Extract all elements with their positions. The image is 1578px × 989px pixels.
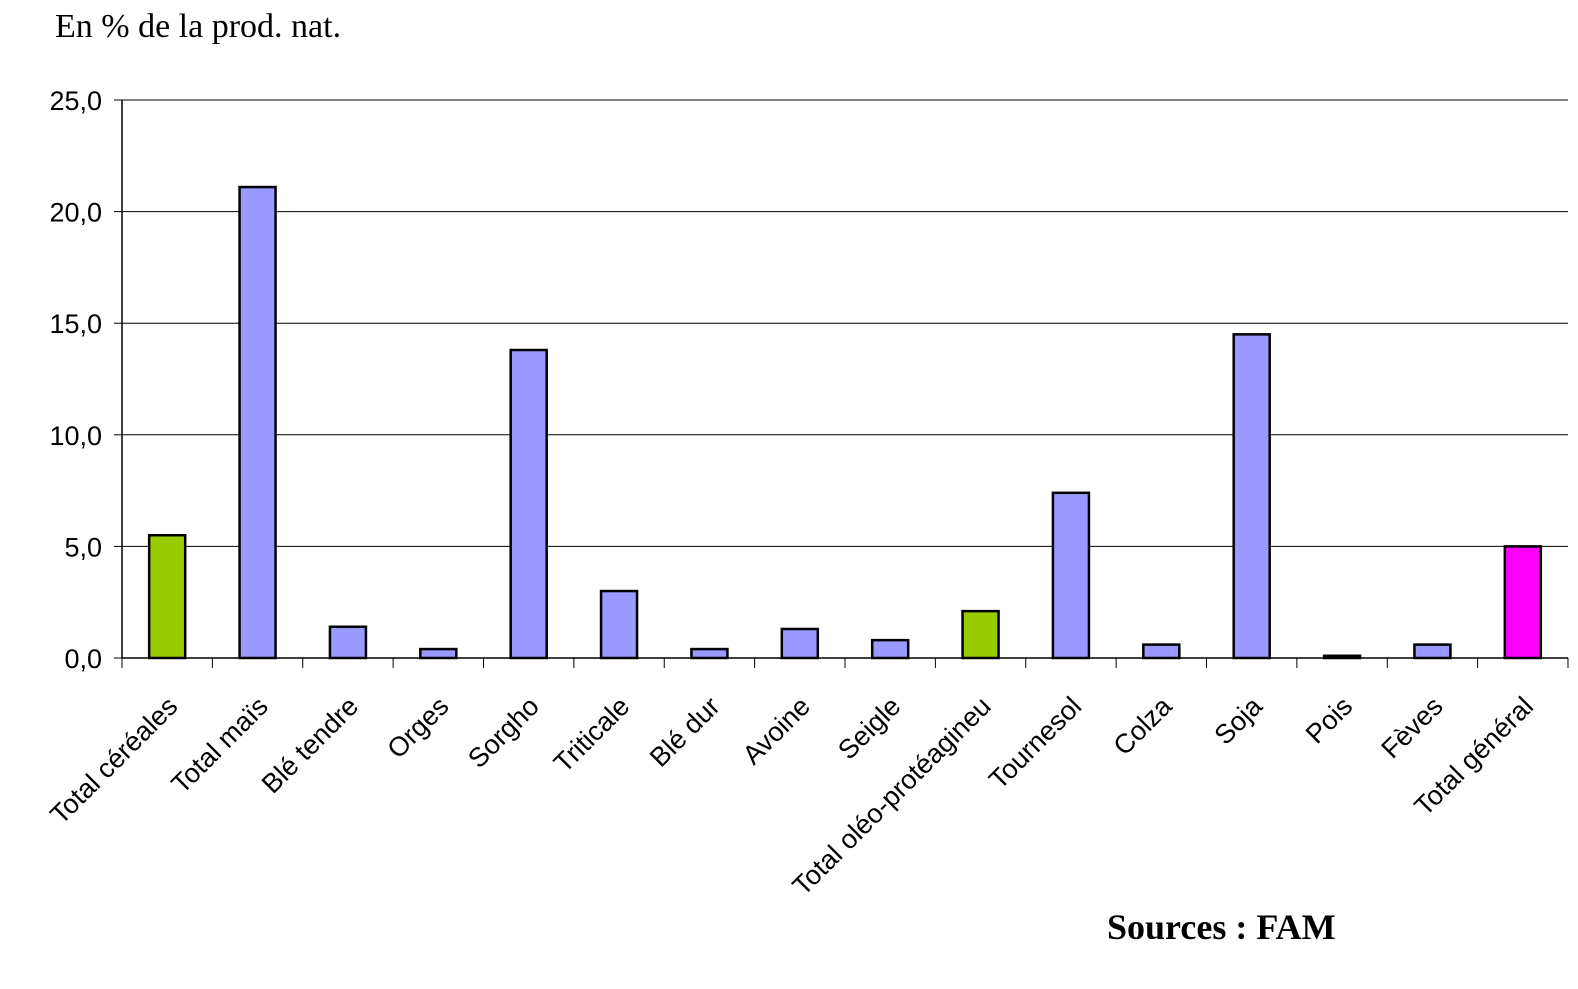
category-label: Sorgho <box>462 691 545 774</box>
category-label: Colza <box>1108 690 1179 761</box>
bar <box>1413 643 1452 660</box>
bar <box>1503 545 1543 660</box>
bar <box>419 647 458 660</box>
bar <box>1051 491 1091 660</box>
bar <box>690 647 729 660</box>
y-tick-label: 0,0 <box>64 644 102 674</box>
bar <box>1322 654 1362 660</box>
category-label: Avoine <box>737 691 816 770</box>
category-label: Total maïs <box>166 691 274 799</box>
category-label: Seigle <box>832 691 906 765</box>
category-label: Pois <box>1300 691 1358 749</box>
y-tick-label: 15,0 <box>49 309 102 339</box>
y-tick-label: 5,0 <box>64 532 102 562</box>
category-label: Blé tendre <box>256 691 364 799</box>
bar <box>328 625 368 660</box>
y-tick-label: 25,0 <box>49 86 102 116</box>
y-tick-label: 20,0 <box>49 198 102 228</box>
bar <box>780 627 820 660</box>
y-tick-label: 10,0 <box>49 421 102 451</box>
bar <box>238 185 277 660</box>
category-label: Fèves <box>1375 691 1448 764</box>
category-label: Soja <box>1209 690 1269 750</box>
bar <box>599 589 639 660</box>
category-label: Orges <box>381 691 454 764</box>
category-label: Triticale <box>548 691 635 778</box>
category-label: Tournesol <box>983 691 1087 795</box>
category-label: Total céréales <box>44 691 183 830</box>
bar <box>147 533 187 660</box>
bar <box>1232 333 1271 660</box>
bar <box>870 638 910 660</box>
unit-label: En % de la prod. nat. <box>55 8 342 45</box>
source-label: Sources : FAM <box>1107 907 1336 947</box>
category-label: Blé dur <box>644 691 726 773</box>
bar <box>509 348 548 660</box>
bar <box>1142 643 1181 660</box>
bar <box>961 609 1000 660</box>
